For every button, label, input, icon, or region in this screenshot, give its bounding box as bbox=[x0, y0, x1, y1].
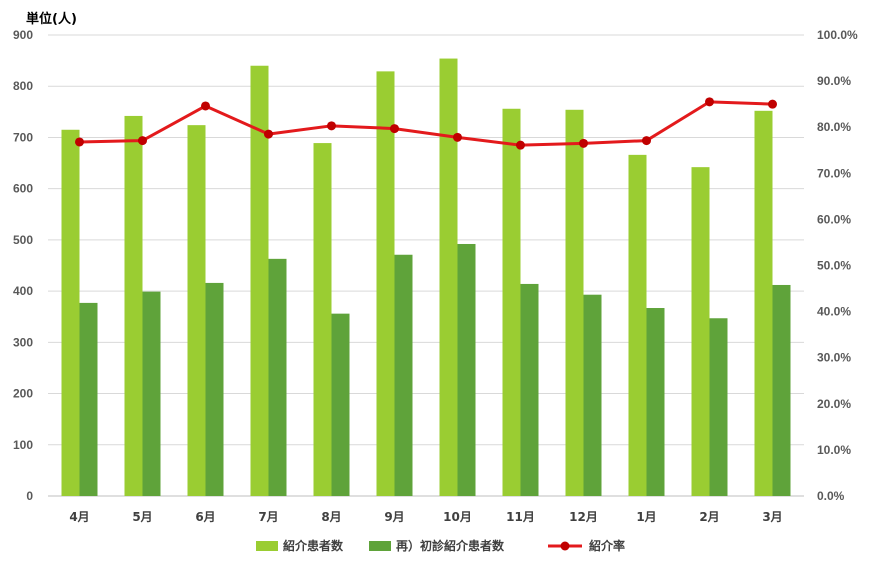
bars bbox=[61, 58, 791, 497]
referral-bar bbox=[439, 58, 458, 496]
left-tick-label: 500 bbox=[13, 233, 33, 247]
category-label: 2月 bbox=[699, 510, 719, 524]
first-visit-bar bbox=[646, 308, 665, 496]
rate-point bbox=[642, 136, 651, 146]
rate-point bbox=[264, 129, 273, 139]
first-visit-bar bbox=[520, 283, 539, 496]
first-visit-bar bbox=[79, 302, 98, 496]
referral-bar bbox=[691, 167, 710, 497]
left-tick-label: 300 bbox=[13, 335, 33, 349]
rate-point bbox=[579, 138, 588, 148]
category-label: 6月 bbox=[195, 510, 215, 524]
referral-bar bbox=[61, 129, 80, 496]
left-tick-label: 700 bbox=[13, 130, 33, 144]
right-tick-label: 100.0% bbox=[817, 28, 858, 42]
first-visit-bar bbox=[583, 294, 602, 496]
grid-lines bbox=[48, 34, 804, 497]
left-axis-ticks: 0 100 200 300 400 500 600 700 800 900 bbox=[13, 28, 33, 503]
referral-bar bbox=[565, 109, 584, 496]
rate-point bbox=[768, 99, 777, 109]
rate-point bbox=[138, 136, 147, 146]
left-tick-label: 900 bbox=[13, 28, 33, 42]
rate-line-group bbox=[75, 97, 777, 150]
category-label: 5月 bbox=[132, 510, 152, 524]
rate-line bbox=[79, 100, 773, 147]
first-visit-bar bbox=[772, 284, 791, 496]
legend-label-first-visit: 再）初診紹介患者数 bbox=[396, 538, 505, 553]
referral-bar bbox=[502, 108, 521, 496]
referral-bar bbox=[313, 143, 332, 496]
referral-bar bbox=[754, 110, 773, 496]
first-visit-bar bbox=[331, 313, 350, 496]
category-label: 1月 bbox=[636, 510, 656, 524]
left-tick-label: 600 bbox=[13, 182, 33, 196]
category-label: 4月 bbox=[69, 510, 89, 524]
first-visit-bar bbox=[268, 258, 287, 496]
right-tick-label: 80.0% bbox=[817, 120, 851, 134]
right-tick-label: 10.0% bbox=[817, 443, 851, 457]
category-label: 12月 bbox=[569, 510, 598, 524]
rate-point bbox=[201, 101, 210, 111]
right-tick-label: 40.0% bbox=[817, 305, 851, 319]
category-label: 7月 bbox=[258, 510, 278, 524]
right-tick-label: 90.0% bbox=[817, 74, 851, 88]
left-tick-label: 800 bbox=[13, 79, 33, 93]
rate-point bbox=[705, 97, 714, 107]
left-tick-label: 0 bbox=[26, 489, 33, 503]
category-label: 10月 bbox=[443, 510, 472, 524]
first-visit-bar bbox=[394, 254, 413, 496]
category-label: 9月 bbox=[384, 510, 404, 524]
left-tick-label: 400 bbox=[13, 284, 33, 298]
right-tick-label: 50.0% bbox=[817, 259, 851, 273]
legend-label-rate: 紹介率 bbox=[589, 538, 625, 553]
right-tick-label: 60.0% bbox=[817, 212, 851, 226]
legend-label-referral: 紹介患者数 bbox=[283, 538, 344, 553]
right-tick-label: 70.0% bbox=[817, 166, 851, 180]
referral-bar bbox=[250, 65, 269, 496]
legend-swatch-first-visit bbox=[369, 541, 391, 551]
referral-bar bbox=[187, 125, 206, 496]
first-visit-bar bbox=[142, 291, 161, 496]
right-tick-label: 20.0% bbox=[817, 397, 851, 411]
referral-bar bbox=[376, 71, 395, 497]
first-visit-bar bbox=[709, 318, 728, 496]
rate-point bbox=[516, 140, 525, 150]
rate-point bbox=[75, 137, 84, 147]
referral-bar bbox=[628, 154, 647, 497]
first-visit-bar bbox=[205, 282, 224, 496]
right-axis-ticks: 0.0% 10.0% 20.0% 30.0% 40.0% 50.0% 60.0% 70.0% 8… bbox=[817, 28, 858, 503]
category-labels: 4月 5月 6月 7月 8月 9月 10月 11月 12月 1月 2月 3月 bbox=[69, 510, 782, 524]
legend-swatch-referral bbox=[256, 541, 278, 551]
unit-label: 単位(人) bbox=[26, 11, 77, 27]
legend: 紹介患者数 再）初診紹介患者数 紹介率 bbox=[256, 538, 625, 553]
left-tick-label: 200 bbox=[13, 387, 33, 401]
rate-point bbox=[390, 124, 399, 134]
legend-swatch-rate-point bbox=[560, 541, 570, 551]
rate-point bbox=[327, 121, 336, 131]
category-label: 3月 bbox=[762, 510, 782, 524]
left-tick-label: 100 bbox=[13, 438, 33, 452]
rate-point bbox=[453, 132, 462, 142]
right-tick-label: 30.0% bbox=[817, 351, 851, 365]
right-tick-label: 0.0% bbox=[817, 489, 845, 503]
first-visit-bar bbox=[457, 243, 476, 496]
category-label: 11月 bbox=[506, 510, 535, 524]
referral-bar bbox=[124, 115, 143, 496]
category-label: 8月 bbox=[321, 510, 341, 524]
